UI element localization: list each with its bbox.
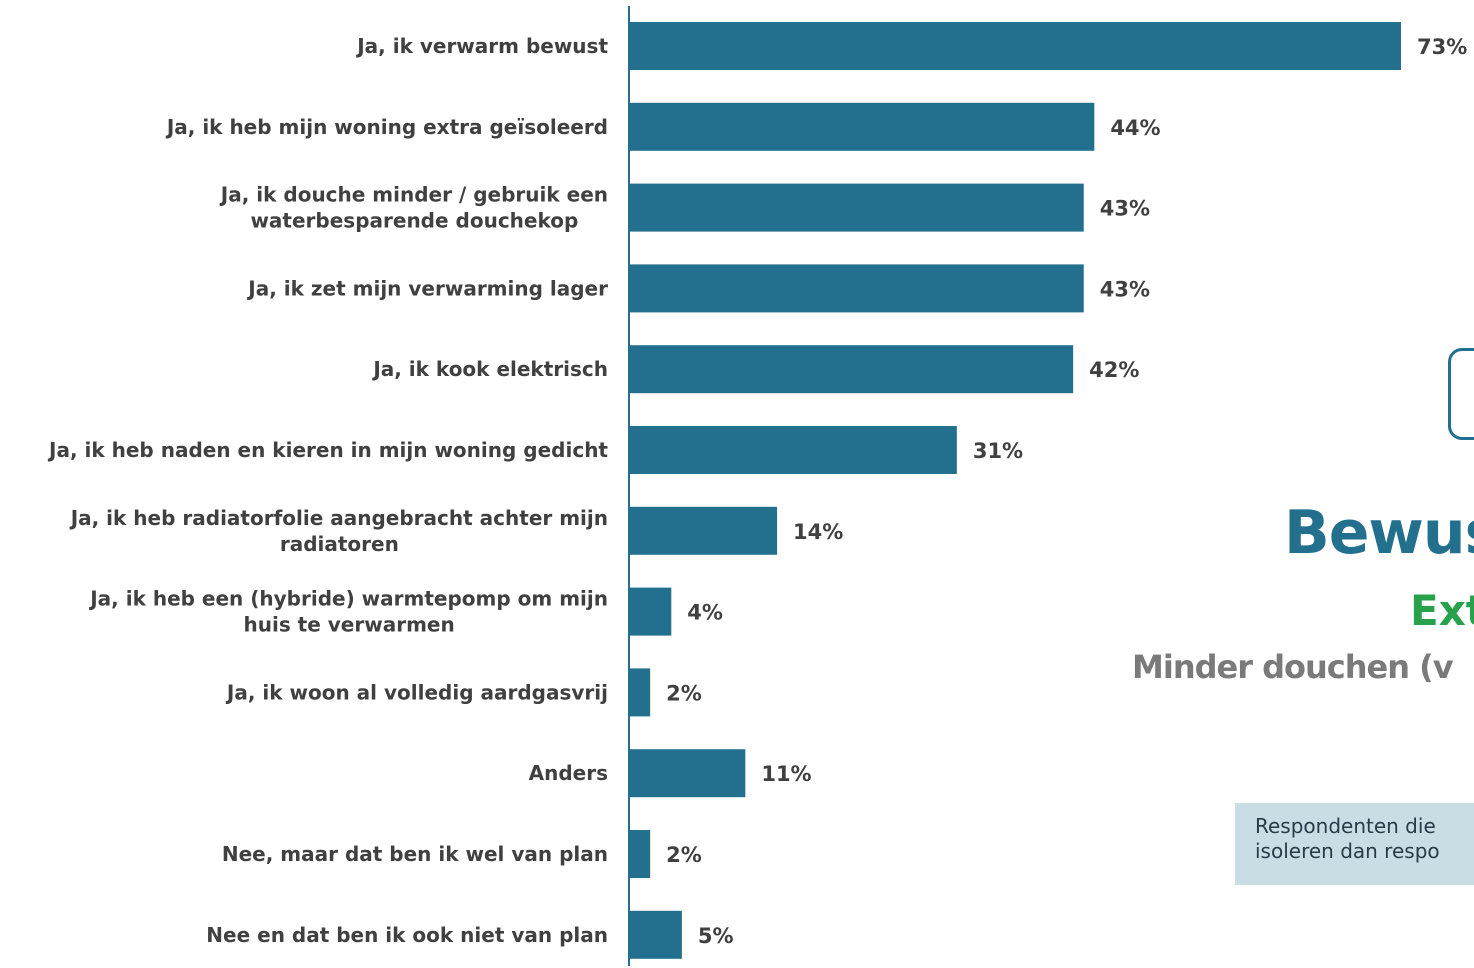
bar-9 — [629, 668, 651, 717]
category-label-8-line-1: Ja, ik heb een (hybride) warmtepomp om m… — [88, 587, 608, 611]
note-line-2: isoleren dan respo — [1255, 839, 1440, 863]
bar-3 — [629, 183, 1084, 232]
category-label-1: Ja, ik verwarm bewust — [355, 34, 608, 58]
value-label-10: 11% — [761, 762, 811, 786]
category-label-7-line-1: Ja, ik heb radiatorfolie aangebracht ach… — [69, 506, 608, 530]
side-subheading-grey: Minder douchen (v — [1132, 648, 1454, 686]
note-box: Respondenten die isoleren dan respo — [1235, 803, 1474, 885]
category-label-9: Ja, ik woon al volledig aardgasvrij — [225, 680, 608, 704]
category-label-2: Ja, ik heb mijn woning extra geïsoleerd — [165, 115, 608, 139]
category-label-6: Ja, ik heb naden en kieren in mijn wonin… — [47, 438, 608, 462]
rounded-frame — [1448, 348, 1474, 440]
bar-10 — [629, 749, 746, 798]
category-label-8-line-2: huis te verwarmen — [243, 613, 454, 637]
value-label-5: 42% — [1089, 358, 1139, 382]
side-subheading-green: Ext — [1410, 586, 1474, 635]
category-label-4: Ja, ik zet mijn verwarming lager — [246, 276, 608, 300]
category-label-11: Nee, maar dat ben ik wel van plan — [222, 842, 608, 866]
bar-2 — [629, 102, 1095, 151]
value-label-2: 44% — [1110, 116, 1160, 140]
category-label-7-line-2: radiatoren — [280, 532, 399, 556]
bar-12 — [629, 910, 682, 959]
category-label-8: Ja, ik heb een (hybride) warmtepomp om m… — [88, 587, 608, 637]
value-label-3: 43% — [1100, 197, 1150, 221]
value-label-12: 5% — [698, 924, 734, 948]
value-label-11: 2% — [666, 843, 702, 867]
value-label-4: 43% — [1100, 277, 1150, 301]
bar-1 — [629, 22, 1401, 70]
value-labels: 73% 44% 43% 43% 42% 31% 14% 4% 2% 11% 2% 5% — [666, 35, 1467, 948]
category-label-3: Ja, ik douche minder / gebruik een waterb… — [219, 183, 608, 233]
category-label-5: Ja, ik kook elektrisch — [371, 357, 608, 381]
bar-8 — [629, 587, 672, 636]
bar-4 — [629, 264, 1084, 313]
bar-6 — [629, 426, 957, 474]
value-label-6: 31% — [973, 439, 1023, 463]
category-label-10: Anders — [529, 761, 608, 785]
category-label-7: Ja, ik heb radiatorfolie aangebracht ach… — [69, 506, 608, 556]
note-line-1: Respondenten die — [1255, 814, 1436, 838]
category-label-3-line-2: waterbesparende douchekop — [250, 209, 578, 233]
bar-7 — [629, 506, 778, 555]
category-label-12: Nee en dat ben ik ook niet van plan — [206, 923, 608, 947]
side-headline: Bewus — [1284, 498, 1474, 568]
category-labels: Ja, ik verwarm bewust Ja, ik heb mijn won… — [47, 34, 608, 947]
value-label-9: 2% — [666, 681, 702, 705]
value-label-8: 4% — [687, 601, 723, 625]
bars — [629, 22, 1401, 959]
category-label-3-line-1: Ja, ik douche minder / gebruik een — [219, 183, 608, 207]
value-label-7: 14% — [793, 520, 843, 544]
bar-11 — [629, 830, 651, 878]
value-label-1: 73% — [1417, 35, 1467, 59]
bar-5 — [629, 345, 1074, 394]
